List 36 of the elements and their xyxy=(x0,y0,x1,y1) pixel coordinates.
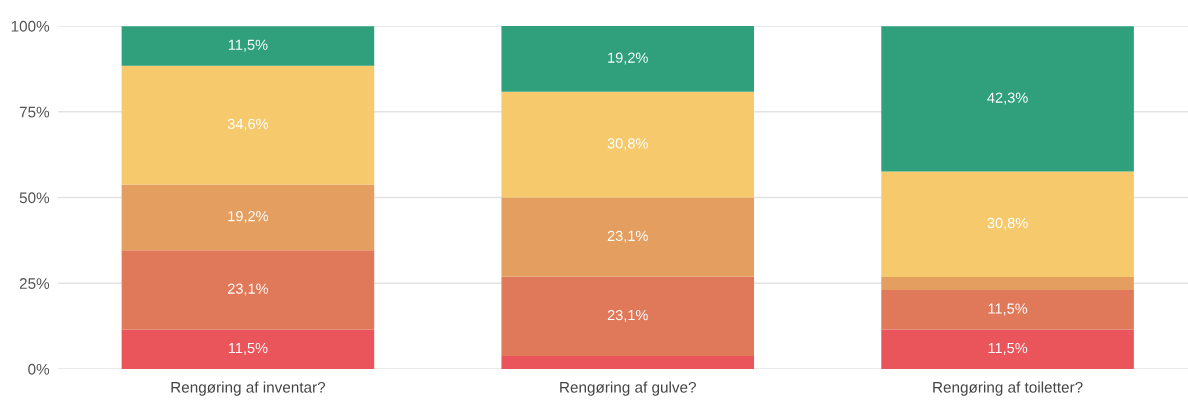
data-label: 23,1% xyxy=(607,309,648,322)
data-label: 11,5% xyxy=(228,342,268,355)
bar xyxy=(501,91,755,198)
x-tick-label: Rengøring af toiletter? xyxy=(933,381,1083,396)
data-label: 23,1% xyxy=(607,230,648,243)
bar xyxy=(501,26,755,92)
y-tick-label: 100% xyxy=(11,20,50,32)
bar xyxy=(881,290,1134,330)
bar xyxy=(121,184,375,251)
bar xyxy=(121,65,375,185)
bar xyxy=(881,329,1134,369)
y-tick-label: 50% xyxy=(19,192,50,204)
y-tick-label: 25% xyxy=(19,278,50,289)
bar xyxy=(501,197,755,277)
y-tick-label: 75% xyxy=(19,106,50,118)
data-label: 30,8% xyxy=(987,217,1028,230)
bar xyxy=(881,171,1134,278)
bar xyxy=(121,26,375,66)
x-tick-label: Rengøring af inventar? xyxy=(171,381,326,396)
bar xyxy=(881,277,1134,291)
bar xyxy=(121,250,375,330)
data-label: 11,5% xyxy=(988,303,1028,316)
data-label: 11,5% xyxy=(988,342,1028,355)
x-tick-label: Rengøring af gulve? xyxy=(560,381,696,396)
data-label: 19,2% xyxy=(228,210,269,224)
y-tick-label: 0% xyxy=(28,363,50,375)
data-label: 30,8% xyxy=(607,138,648,151)
bar xyxy=(501,276,755,356)
data-label: 19,2% xyxy=(608,52,648,65)
bar xyxy=(501,355,755,369)
bar xyxy=(121,329,375,369)
data-label: 42,3% xyxy=(987,92,1028,105)
bar xyxy=(881,26,1134,172)
data-label: 23,1% xyxy=(227,283,269,296)
data-label: 34,6% xyxy=(227,118,269,131)
data-label: 11,5% xyxy=(228,39,268,52)
